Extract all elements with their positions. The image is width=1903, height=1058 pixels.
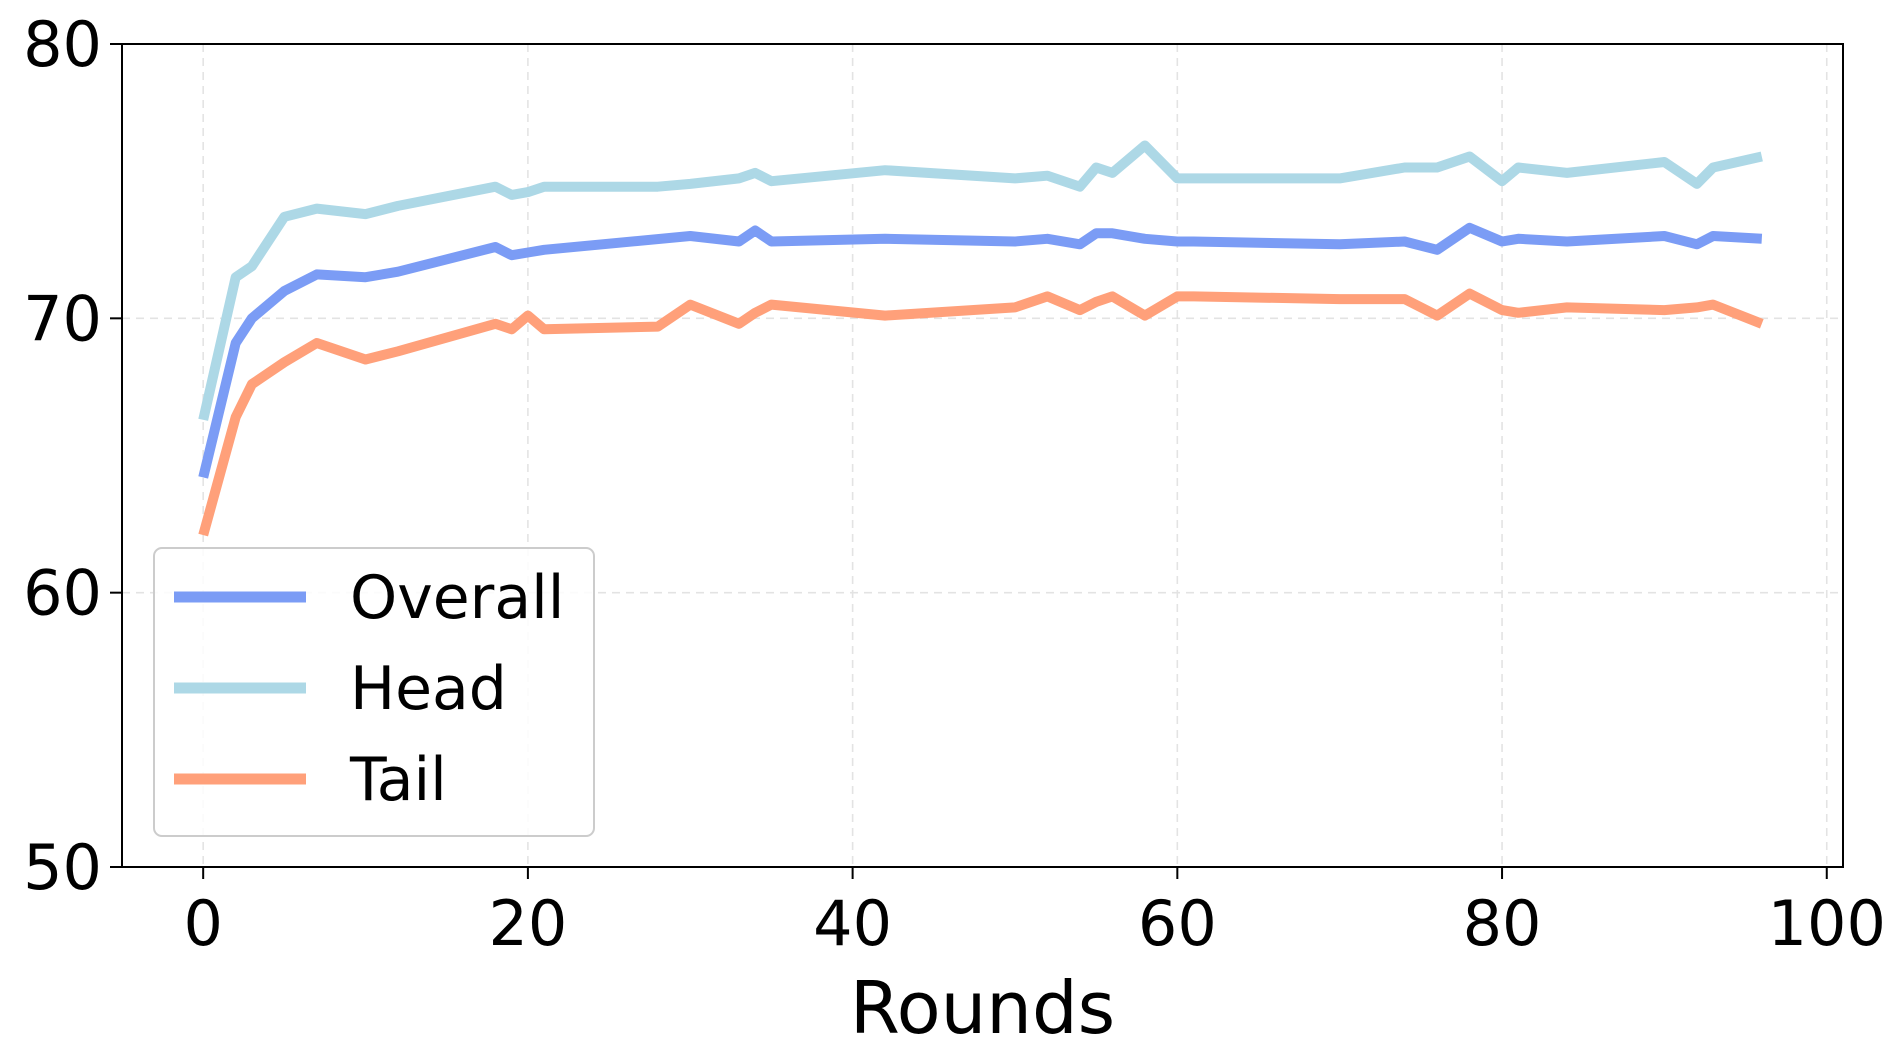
y-tick-label: 70 (23, 282, 102, 355)
x-tick-label: 20 (488, 887, 567, 960)
series-line-tail (198, 288, 1764, 537)
x-axis-label: Rounds (850, 966, 1115, 1050)
y-tick-label: 50 (23, 831, 102, 904)
series-lines (198, 140, 1764, 537)
plot-frame (121, 43, 1844, 868)
legend-label-tail: Tail (349, 745, 447, 815)
legend-label-overall: Overall (350, 563, 564, 633)
legend-box (153, 547, 595, 837)
legend-label-head: Head (350, 654, 507, 724)
x-tick-label: 80 (1463, 887, 1542, 960)
series-line-overall (198, 222, 1763, 479)
series-line-head (198, 140, 1763, 421)
x-tick-label: 0 (183, 887, 222, 960)
x-tick-label: 100 (1768, 887, 1886, 960)
y-tick-label: 80 (23, 8, 102, 81)
legend: Overall Head Tail (153, 547, 595, 837)
x-tick-label: 60 (1138, 887, 1217, 960)
axis-ticks: 0 20 40 60 80 100 50 60 70 80 (23, 8, 1886, 960)
y-tick-label: 60 (23, 557, 102, 630)
x-tick-label: 40 (813, 887, 892, 960)
